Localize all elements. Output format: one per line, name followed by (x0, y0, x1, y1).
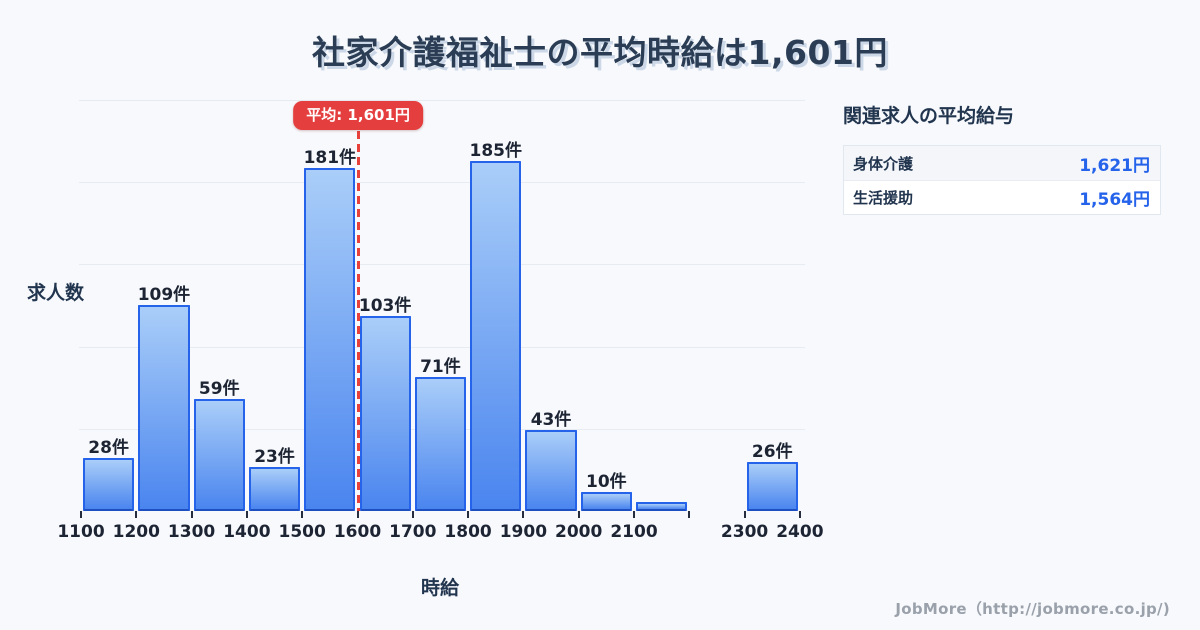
x-axis-tick-label: 2100 (610, 522, 658, 542)
x-axis-tick-label: 1800 (444, 522, 492, 542)
x-axis-tick-label: 1900 (499, 522, 548, 542)
bar-count-label: 43件 (530, 409, 572, 430)
x-axis-tick-label: 2400 (776, 522, 824, 542)
x-axis-tick-label: 1700 (389, 522, 437, 542)
panel-card: 身体介護 1,621円 生活援助 1,564円 (843, 145, 1161, 215)
histogram-bar (414, 376, 467, 511)
gridline (79, 100, 805, 101)
x-axis-tick-label: 2300 (720, 522, 769, 542)
histogram-bar (636, 501, 688, 511)
average-line (356, 131, 360, 511)
histogram-bar (580, 492, 632, 511)
bar-count-label: 59件 (198, 379, 240, 400)
x-axis-tick (743, 511, 746, 518)
bar-count-label: 71件 (420, 356, 461, 377)
x-axis-label: 時給 (420, 577, 459, 599)
bar-count-label: 181件 (303, 148, 357, 169)
panel-row-label: 生活援助 (853, 189, 914, 207)
panel-row-value: 1,621円 (1079, 155, 1150, 176)
bar-count-label: 10件 (586, 472, 627, 493)
x-axis-tick (633, 511, 635, 518)
histogram-bar (83, 457, 135, 511)
related-salary-panel: 関連求人の平均給与 身体介護 1,621円 生活援助 1,564円 (843, 101, 1161, 215)
gridline (79, 346, 805, 348)
x-axis-tick (577, 511, 580, 518)
x-axis-tick-label: 1400 (223, 522, 271, 542)
x-axis-tick (245, 511, 248, 518)
histogram-bar (138, 304, 190, 511)
page-title: 社家介護福祉士の平均時給は1,601円 (312, 33, 888, 72)
x-axis-tick (411, 511, 414, 518)
bar-count-label: 28件 (88, 437, 129, 458)
y-axis-label: 求人数 (27, 282, 85, 304)
histogram-bar (359, 315, 411, 511)
site-credit: JobMore（http://jobmore.co.jp/) (895, 600, 1170, 618)
bar-count-label: 185件 (469, 140, 523, 161)
gridline (79, 264, 805, 266)
bar-count-label: 23件 (254, 447, 295, 468)
histogram-bar (525, 429, 577, 511)
panel-row-life-support: 生活援助 1,564円 (844, 180, 1160, 214)
x-axis-tick-label: 1500 (278, 522, 326, 542)
bar-count-label: 109件 (137, 284, 191, 305)
x-axis-tick (190, 511, 193, 518)
panel-heading: 関連求人の平均給与 (843, 105, 1015, 127)
histogram-chart: 求人数 時給 28件 109件 59件 23件 181件 103件 71件 185件 43件 10… (27, 100, 824, 599)
x-axis-tick (80, 511, 82, 518)
bar-count-label: 103件 (358, 295, 412, 316)
x-axis-tick-label: 1100 (57, 522, 105, 542)
histogram-bar (746, 461, 798, 511)
histogram-bar (248, 467, 301, 511)
panel-row-physical-care: 身体介護 1,621円 (844, 146, 1160, 180)
x-axis-tick (522, 511, 525, 518)
x-axis-tick (688, 511, 691, 518)
x-axis-tick-label: 1300 (167, 522, 216, 542)
panel-row-label: 身体介護 (853, 154, 914, 173)
histogram-bar (193, 399, 245, 511)
histogram-bar (304, 168, 356, 511)
x-axis-tick-label: 1200 (112, 522, 160, 542)
histogram-bar (470, 160, 522, 511)
x-axis-tick-label: 1600 (333, 522, 382, 542)
x-axis-tick (301, 511, 304, 518)
x-axis-tick (135, 511, 138, 518)
average-badge: 平均: 1,601円 (293, 101, 423, 130)
x-axis-tick-label: 2000 (555, 522, 603, 542)
bar-count-label: 26件 (751, 441, 793, 462)
x-axis-tick (356, 511, 359, 518)
x-axis-tick (467, 511, 470, 518)
gridline (79, 182, 805, 184)
panel-row-value: 1,564円 (1079, 190, 1150, 210)
x-axis-tick (798, 511, 801, 518)
